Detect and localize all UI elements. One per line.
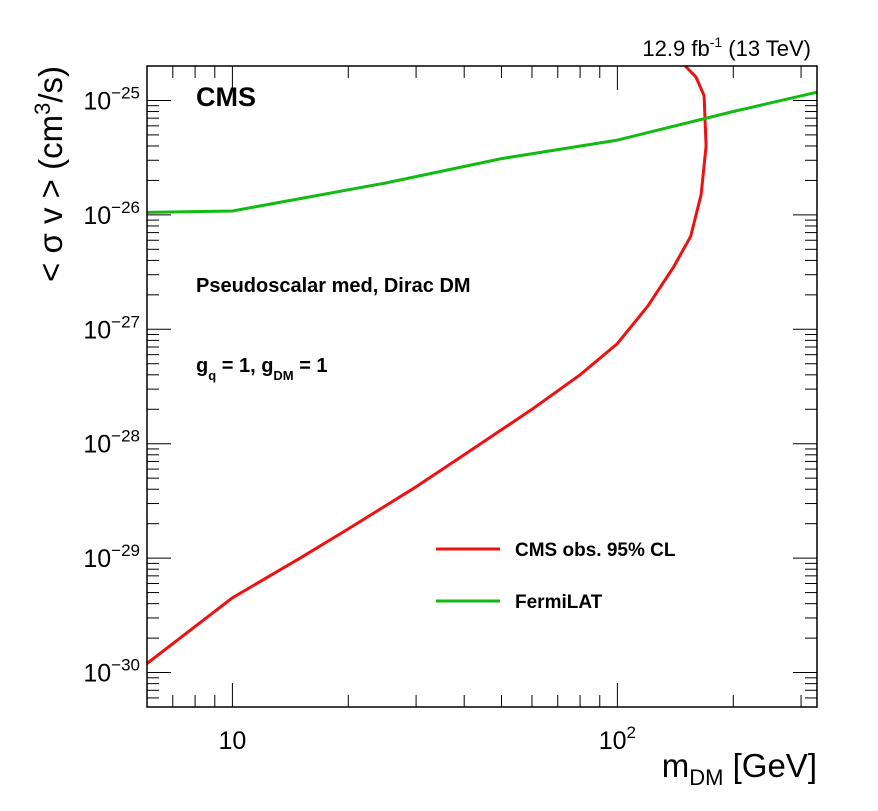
axis-ticks [146,65,817,708]
y-tick-label: 10−30 [83,656,140,688]
x-axis-title: mDM [GeV] [662,747,817,790]
y-tick-label: 10−28 [83,427,140,459]
series-line-1 [146,90,818,214]
legend-label-cms: CMS obs. 95% CL [515,540,676,561]
x-tick-label: 102 [599,723,636,755]
y-tick-label: 10−26 [83,198,140,230]
legend: CMS obs. 95% CL FermiLAT [436,540,676,613]
y-tick-label: 10−29 [83,541,140,573]
y-tick-label: 10−25 [83,83,140,115]
x-tick-label: 10 [219,727,247,755]
legend-label-fermilat: FermiLAT [515,592,603,613]
plot-frame [146,65,818,708]
model-annotation: Pseudoscalar med, Dirac DM [196,275,471,297]
coupling-annotation: gq = 1, gDM = 1 [196,355,328,383]
y-tick-label: 10−27 [83,312,140,344]
y-axis-title: < σ v > (cm3/s) [30,66,69,282]
lumi-label: 12.9 fb-1 (13 TeV) [642,34,811,61]
axis-tick-labels: 10 102 10−30 10−29 10−28 10−27 10−26 10−25 [83,83,636,755]
data-curves [146,64,818,665]
experiment-label: CMS [196,82,256,112]
series-line-0 [146,64,708,665]
